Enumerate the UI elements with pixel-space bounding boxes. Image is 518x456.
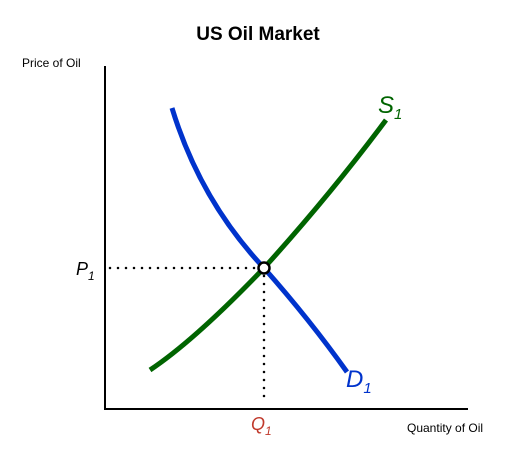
supply-label: S1 bbox=[378, 92, 402, 123]
supply-curve bbox=[148, 118, 389, 373]
x-axis-label: Quantity of Oil bbox=[407, 421, 483, 435]
demand-label: D1 bbox=[346, 366, 372, 397]
price-marker-label: P1 bbox=[76, 259, 95, 283]
chart-title: US Oil Market bbox=[196, 24, 320, 45]
quantity-marker-label: Q1 bbox=[251, 414, 272, 438]
equilibrium-point bbox=[257, 261, 271, 275]
y-axis-label: Price of Oil bbox=[22, 56, 81, 70]
